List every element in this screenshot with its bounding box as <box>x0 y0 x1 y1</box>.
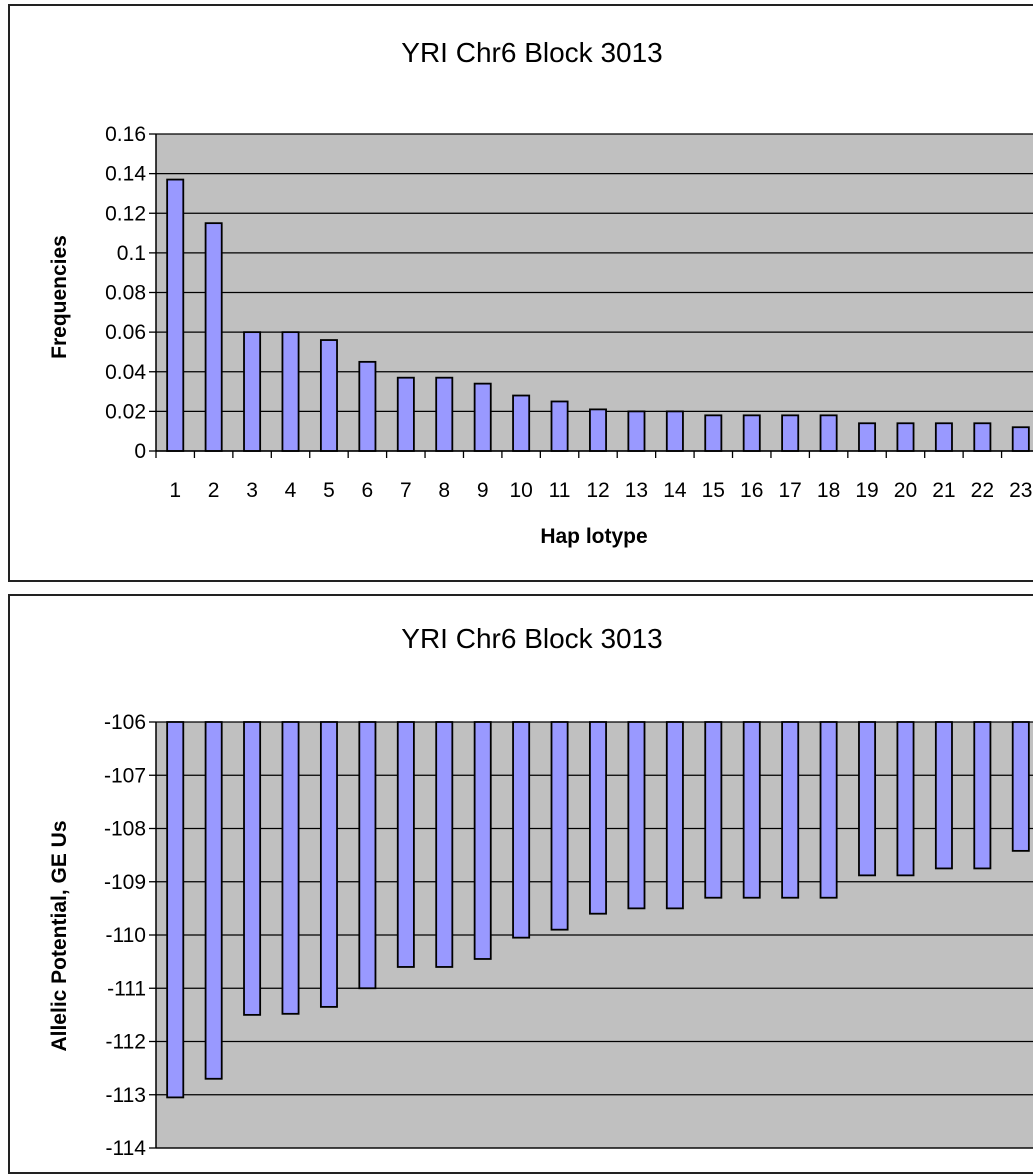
bar-14 <box>665 410 684 452</box>
x-tick-label: 7 <box>400 479 412 502</box>
bar-8 <box>435 376 454 452</box>
bar-18 <box>819 414 838 452</box>
x-tick-label: 1 <box>169 479 181 502</box>
x-tick-label: 22 <box>971 479 994 502</box>
bar-20 <box>896 721 915 877</box>
bar-17 <box>781 721 800 899</box>
bar-19 <box>858 422 877 452</box>
x-tick-label: 18 <box>817 479 840 502</box>
y-tick-label: 0.14 <box>105 163 146 186</box>
x-tick-label: 23 <box>1009 479 1032 502</box>
y-tick-label: -110 <box>106 924 146 947</box>
bar-17 <box>781 414 800 452</box>
bar-7 <box>396 721 415 968</box>
bar-4 <box>281 721 300 1015</box>
y-tick-label: 0.08 <box>105 282 146 305</box>
x-tick-label: 14 <box>663 479 687 502</box>
x-tick-label: 17 <box>778 479 801 502</box>
bar-1 <box>166 178 185 452</box>
bar-22 <box>973 721 992 870</box>
bar-3 <box>243 721 262 1016</box>
y-tick-label: -112 <box>106 1031 146 1054</box>
bar-6 <box>358 721 377 990</box>
x-tick-label: 21 <box>932 479 955 502</box>
bar-12 <box>589 408 607 452</box>
y-tick-label: 0.12 <box>105 202 146 225</box>
y-tick-label: -113 <box>106 1084 146 1107</box>
y-tick-label: -106 <box>104 711 146 734</box>
bar-20 <box>896 422 915 452</box>
bar-12 <box>589 721 607 915</box>
x-tick-label: 6 <box>362 479 374 502</box>
x-tick-label: 12 <box>586 479 609 502</box>
y-tick-label: -114 <box>106 1137 147 1160</box>
bar-23 <box>1011 426 1030 452</box>
bar-2 <box>204 222 223 452</box>
bar-11 <box>550 721 569 931</box>
y-tick-label: -109 <box>104 871 146 894</box>
bar-2 <box>204 721 223 1080</box>
bar-5 <box>319 721 338 1008</box>
bar-23 <box>1011 721 1030 852</box>
chart-title: YRI Chr6 Block 3013 <box>401 623 662 654</box>
chart-panel-allelic-potential: YRI Chr6 Block 3013 -106 -107 -108 -109 -110… <box>8 594 1033 1174</box>
y-tick-label: -111 <box>107 977 146 1000</box>
bar-10 <box>512 721 531 939</box>
x-tick-label: 11 <box>549 479 571 502</box>
bar-6 <box>358 360 377 452</box>
bar-16 <box>742 721 761 899</box>
bar-13 <box>627 721 646 910</box>
y-axis-title: Allelic Potential, GE Us <box>48 820 71 1051</box>
chart-title: YRI Chr6 Block 3013 <box>401 37 662 68</box>
bar-5 <box>319 339 338 452</box>
x-tick-label: 15 <box>702 479 725 502</box>
bar-11 <box>550 400 569 452</box>
chart-panel-frequencies: YRI Chr6 Block 3013 0 0.02 0.04 0.06 0.08 0.1… <box>8 4 1033 582</box>
y-tick-label: 0.02 <box>105 400 146 423</box>
y-tick-label: 0.04 <box>105 361 146 384</box>
y-tick-label: 0 <box>134 440 146 463</box>
bar-21 <box>934 422 953 452</box>
bar-15 <box>704 414 723 452</box>
bar-19 <box>858 721 877 877</box>
x-tick-label: 13 <box>625 479 648 502</box>
y-tick-label: 0.1 <box>117 242 146 265</box>
x-tick-label: 19 <box>855 479 878 502</box>
x-tick-label: 5 <box>323 479 335 502</box>
bar-22 <box>973 422 992 452</box>
x-tick-label: 10 <box>509 479 532 502</box>
bar-18 <box>819 721 838 899</box>
bar-10 <box>512 394 531 452</box>
y-axis-title: Frequencies <box>48 235 71 359</box>
bar-9 <box>473 382 492 452</box>
bar-16 <box>742 414 761 452</box>
x-tick-label: 16 <box>740 479 763 502</box>
bar-4 <box>281 331 300 452</box>
y-tick-label: 0.06 <box>105 321 146 344</box>
x-axis-title: Hap lotype <box>540 525 647 548</box>
x-tick-label: 4 <box>285 479 297 502</box>
bar-9 <box>473 721 492 960</box>
bar-21 <box>934 721 953 870</box>
x-tick-label: 20 <box>894 479 917 502</box>
y-tick-label: 0.16 <box>105 123 146 146</box>
x-tick-label: 2 <box>208 479 220 502</box>
bar-1 <box>166 721 185 1099</box>
y-tick-label: -108 <box>104 818 146 841</box>
bar-7 <box>396 376 415 452</box>
bar-13 <box>627 410 646 452</box>
bar-14 <box>665 721 684 910</box>
allelic-potential-bar-chart: YRI Chr6 Block 3013 -106 -107 -108 -109 -110… <box>48 623 1033 1160</box>
bar-3 <box>243 331 262 452</box>
x-tick-label: 9 <box>477 479 489 502</box>
x-tick-label: 8 <box>438 479 450 502</box>
y-tick-label: -107 <box>104 764 146 787</box>
bar-8 <box>435 721 454 968</box>
x-tick-label: 3 <box>246 479 258 502</box>
bar-15 <box>704 721 723 899</box>
frequency-bar-chart: YRI Chr6 Block 3013 0 0.02 0.04 0.06 0.08 0.1… <box>48 37 1033 548</box>
